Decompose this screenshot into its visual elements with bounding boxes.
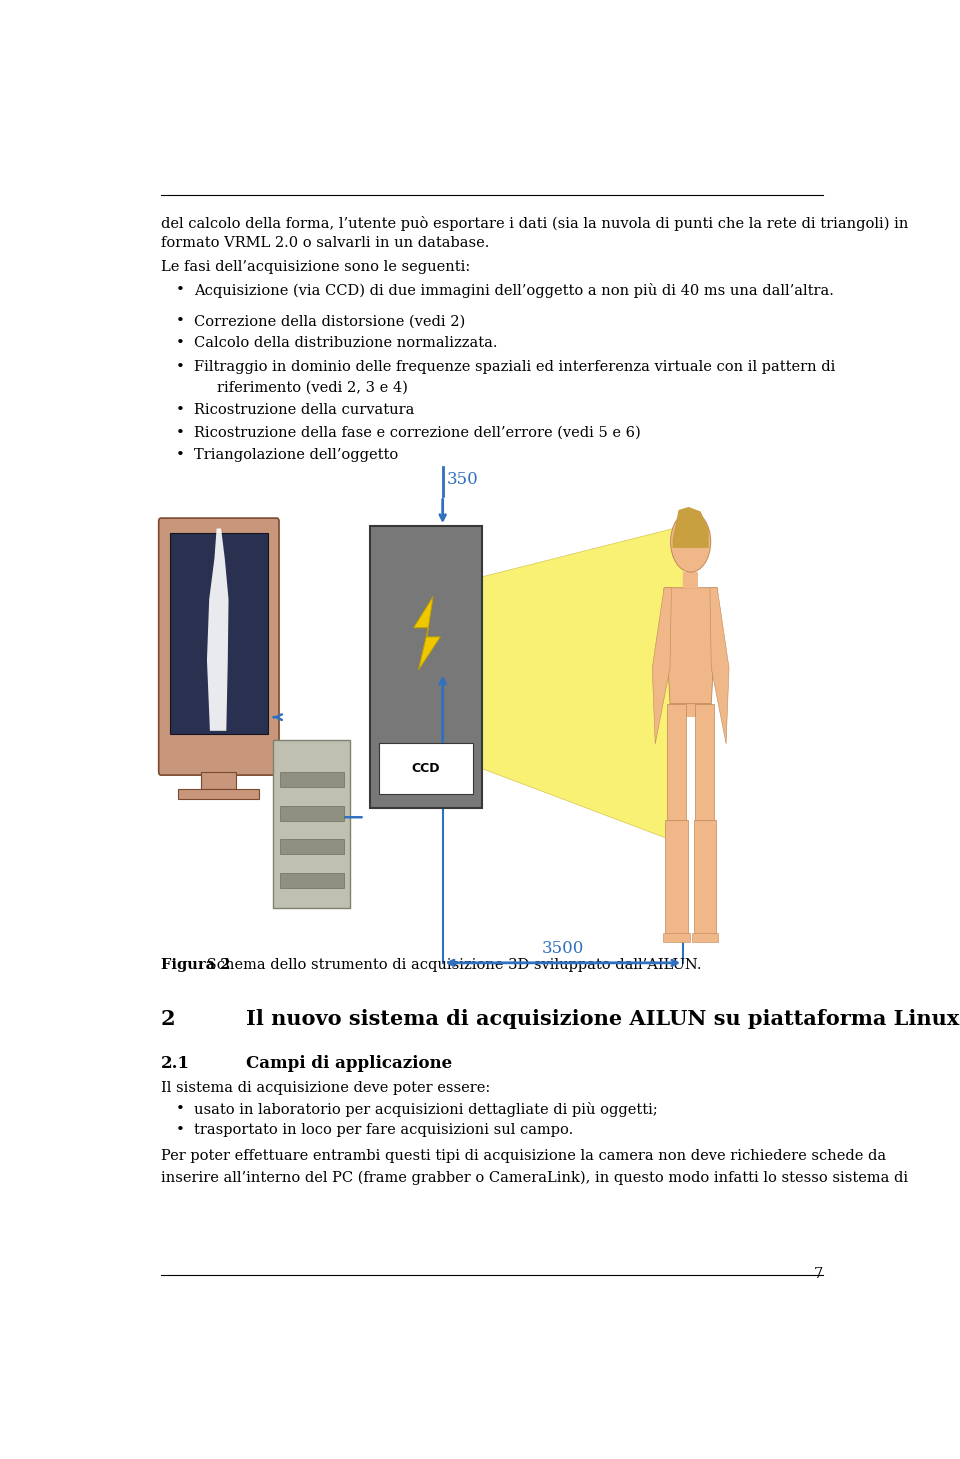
Polygon shape	[207, 528, 228, 731]
Text: usato in laboratorio per acquisizioni dettagliate di più oggetti;: usato in laboratorio per acquisizioni de…	[194, 1102, 659, 1118]
Polygon shape	[482, 527, 684, 845]
Text: CCD: CCD	[412, 762, 440, 775]
Bar	[274, 740, 349, 909]
Text: Calcolo della distribuzione normalizzata.: Calcolo della distribuzione normalizzata…	[194, 336, 498, 350]
Bar	[279, 872, 344, 889]
Text: Figura 2: Figura 2	[161, 959, 230, 972]
Text: •: •	[176, 360, 184, 375]
FancyBboxPatch shape	[158, 518, 279, 775]
Text: •: •	[176, 403, 184, 417]
Text: •: •	[176, 426, 184, 439]
Text: Le fasi dell’acquisizione sono le seguenti:: Le fasi dell’acquisizione sono le seguen…	[161, 260, 470, 274]
Text: inserire all’interno del PC (frame grabber o CameraLink), in questo modo infatti: inserire all’interno del PC (frame grabb…	[161, 1170, 908, 1185]
Text: 2: 2	[161, 1008, 176, 1029]
Polygon shape	[673, 506, 708, 549]
Bar	[279, 839, 344, 855]
Text: formato VRML 2.0 o salvarli in un database.: formato VRML 2.0 o salvarli in un databa…	[161, 236, 490, 251]
Text: 3500: 3500	[541, 940, 584, 957]
Polygon shape	[652, 588, 671, 744]
Text: Campi di applicazione: Campi di applicazione	[247, 1055, 452, 1072]
Text: Schema dello strumento di acquisizione 3D sviluppato dall’AILUN.: Schema dello strumento di acquisizione 3…	[202, 959, 702, 972]
Bar	[279, 772, 344, 786]
Text: del calcolo della forma, l’utente può esportare i dati (sia la nuvola di punti c: del calcolo della forma, l’utente può es…	[161, 216, 908, 231]
Bar	[279, 805, 344, 821]
Polygon shape	[664, 588, 717, 703]
Text: Per poter effettuare entrambi questi tipi di acquisizione la camera non deve ric: Per poter effettuare entrambi questi tip…	[161, 1150, 886, 1163]
Text: 7: 7	[814, 1266, 823, 1281]
Text: riferimento (vedi 2, 3 e 4): riferimento (vedi 2, 3 e 4)	[217, 381, 408, 395]
Text: •: •	[176, 336, 184, 350]
Text: Il nuovo sistema di acquisizione AILUN su piattaforma Linux: Il nuovo sistema di acquisizione AILUN s…	[247, 1008, 960, 1029]
Text: •: •	[176, 1102, 184, 1116]
Bar	[170, 533, 268, 734]
Text: Acquisizione (via CCD) di due immagini dell’oggetto a non più di 40 ms una dall’: Acquisizione (via CCD) di due immagini d…	[194, 283, 834, 299]
Text: •: •	[176, 314, 184, 328]
Polygon shape	[709, 588, 729, 744]
Text: Ricostruzione della fase e correzione dell’errore (vedi 5 e 6): Ricostruzione della fase e correzione de…	[194, 426, 641, 439]
Polygon shape	[414, 597, 441, 670]
Bar	[663, 934, 690, 943]
Bar	[695, 703, 714, 820]
Bar	[370, 527, 482, 808]
Text: •: •	[176, 448, 184, 463]
Bar	[665, 820, 687, 935]
Text: trasportato in loco per fare acquisizioni sul campo.: trasportato in loco per fare acquisizion…	[194, 1123, 574, 1137]
Bar	[684, 572, 698, 588]
Text: •: •	[176, 1123, 184, 1137]
Text: •: •	[176, 283, 184, 298]
Text: Ricostruzione della curvatura: Ricostruzione della curvatura	[194, 403, 415, 417]
Text: Filtraggio in dominio delle frequenze spaziali ed interferenza virtuale con il p: Filtraggio in dominio delle frequenze sp…	[194, 360, 836, 375]
Bar	[670, 588, 711, 716]
Text: Triangolazione dell’oggetto: Triangolazione dell’oggetto	[194, 448, 398, 463]
Bar	[694, 820, 716, 935]
Circle shape	[671, 512, 710, 572]
Bar	[691, 934, 718, 943]
Text: 2.1: 2.1	[161, 1055, 190, 1072]
Text: Il sistema di acquisizione deve poter essere:: Il sistema di acquisizione deve poter es…	[161, 1081, 491, 1094]
Bar	[667, 703, 686, 820]
Bar	[179, 789, 259, 800]
Text: Correzione della distorsione (vedi 2): Correzione della distorsione (vedi 2)	[194, 314, 466, 328]
Bar	[202, 772, 236, 789]
Text: 350: 350	[446, 471, 478, 489]
Bar	[378, 743, 473, 794]
